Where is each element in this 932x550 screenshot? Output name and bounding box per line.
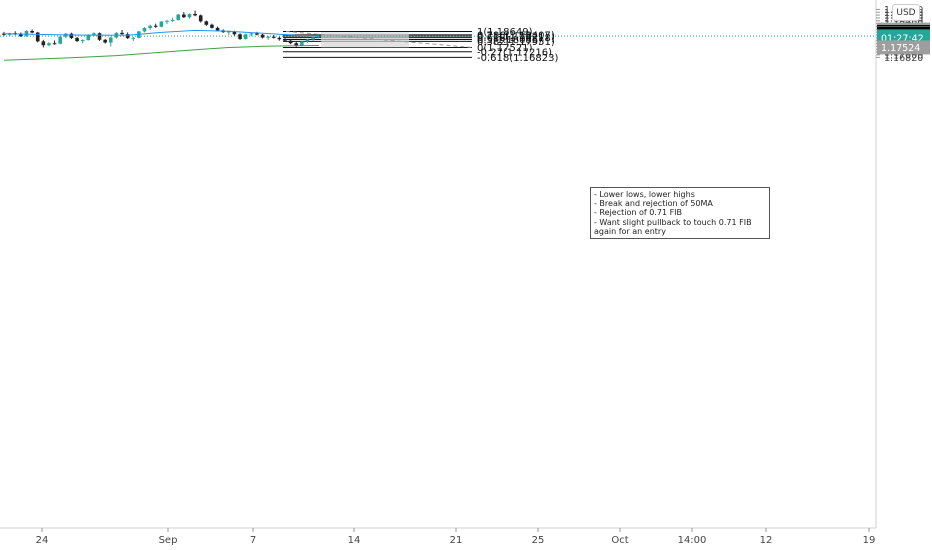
candle-body: [108, 37, 113, 43]
candle-body: [193, 13, 197, 16]
candles: [2, 10, 321, 48]
time-tick-label: 7: [250, 535, 256, 546]
time-tick-label: 12: [760, 535, 773, 546]
candle-body: [271, 36, 276, 38]
fib-level-label: -0.27(1.17216): [477, 47, 552, 58]
time-tick-label: 14: [348, 535, 361, 546]
candle-body: [19, 34, 23, 37]
fib-level-label: -0.618(1.16823): [477, 53, 558, 64]
time-tick-label: 25: [532, 535, 545, 546]
candle-body: [249, 33, 254, 35]
candle-body: [35, 32, 40, 42]
note-line: - Want slight pullback to touch 0.71 FIB…: [594, 217, 752, 236]
fib-level-label: 1(1.18649): [477, 27, 533, 38]
candle-body: [176, 14, 181, 21]
price-label-text: 01:27:42: [881, 34, 924, 45]
time-tick-label: Oct: [611, 535, 628, 546]
candle-body: [24, 31, 29, 37]
price-label-box: [877, 40, 930, 55]
analysis-note[interactable]: - Lower lows, lower highs - Break and re…: [590, 187, 770, 240]
candle-body: [210, 24, 214, 28]
candle-body: [159, 21, 164, 27]
candle-body: [182, 14, 186, 18]
candle-body: [283, 39, 287, 41]
fib-level-label: 0.382(1.17951): [477, 37, 555, 48]
candle-body: [75, 37, 79, 42]
candle-body: [30, 31, 34, 33]
time-tick-label: 24: [36, 535, 49, 546]
fib-level-label: 0(1.17521): [477, 43, 533, 54]
candle-body: [148, 25, 152, 29]
candle-body: [227, 31, 231, 33]
candle-body: [204, 21, 209, 25]
currency-button[interactable]: USD: [892, 4, 920, 21]
dashed-trend-line[interactable]: [285, 30, 473, 48]
candle-body: [153, 25, 158, 27]
candle-body: [260, 34, 265, 38]
candle-body: [316, 36, 321, 38]
candle-body: [131, 37, 136, 39]
candle-body: [294, 43, 299, 46]
candle-body: [232, 31, 237, 35]
candle-body: [142, 28, 147, 32]
candle-body: [187, 13, 192, 18]
time-axis[interactable]: 24 Sep 7 14 21 25 Oct 14:00 12 19: [36, 528, 876, 546]
fib-retracement[interactable]: 1(1.18649)0.786(1.18407)0.71(1.18321)0.6…: [283, 27, 558, 64]
fib-level-label: 0.71(1.18321): [477, 32, 549, 43]
candle-body: [311, 37, 315, 40]
note-line: - Break and rejection of 50MA: [594, 199, 713, 209]
candle-body: [255, 33, 259, 35]
candle-body: [288, 40, 293, 44]
candle-body: [97, 33, 102, 40]
candle-body: [165, 20, 169, 22]
candle-body: [58, 36, 62, 44]
price-label-text: 1.17524: [881, 43, 920, 54]
price-tick-label: 1.17000: [884, 50, 923, 61]
candle-body: [80, 40, 85, 42]
candle-body: [238, 34, 242, 39]
candle-body: [69, 33, 74, 38]
candle-body: [215, 27, 220, 31]
ma50-line: [3, 29, 319, 37]
price-labels: 1.187791.186081.185481.184661.183231.182…: [877, 22, 930, 55]
candle-body: [41, 41, 46, 46]
ma200-line: [3, 45, 319, 61]
candle-body: [125, 34, 130, 39]
fib-level-label: 0.5(1.18085): [477, 35, 542, 46]
note-line: - Rejection of 0.71 FIB: [594, 208, 683, 218]
fib-level-label: 0.618(1.18218): [477, 33, 555, 44]
candle-body: [300, 41, 304, 46]
candle-body: [243, 34, 248, 39]
candle-body: [305, 39, 310, 42]
candle-body: [52, 43, 57, 45]
time-tick-label: 19: [863, 535, 876, 546]
price-tick-label: 1.16820: [884, 53, 923, 64]
candle-body: [198, 15, 203, 22]
candle-body: [103, 39, 107, 43]
candle-body: [86, 34, 91, 41]
position-box[interactable]: [321, 32, 409, 48]
candle-body: [170, 20, 175, 22]
time-tick-label: 14:00: [678, 535, 707, 546]
price-tick-label: 1.19400: [884, 16, 923, 27]
candle-body: [47, 43, 51, 46]
time-tick-label: 21: [450, 535, 463, 546]
candle-body: [120, 32, 124, 35]
fib-level-label: 0.786(1.18407): [477, 30, 555, 41]
candle-body: [266, 36, 270, 38]
time-tick-label: Sep: [159, 535, 178, 546]
candle-body: [277, 37, 282, 40]
candle-body: [92, 33, 96, 35]
note-line: - Lower lows, lower highs: [594, 190, 695, 199]
